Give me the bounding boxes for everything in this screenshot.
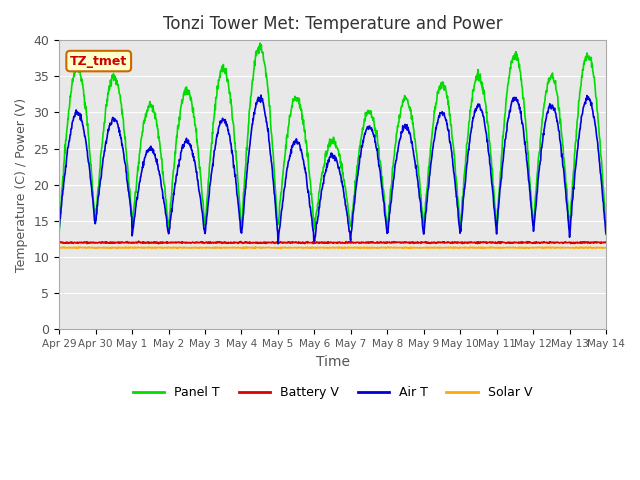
Air T	[164, 225, 172, 231]
X-axis label: Time: Time	[316, 355, 349, 369]
Solar V	[239, 245, 246, 251]
Battery V	[538, 240, 546, 245]
Air T	[602, 231, 610, 237]
Battery V	[490, 240, 497, 245]
Panel T	[238, 221, 246, 227]
Title: Tonzi Tower Met: Temperature and Power: Tonzi Tower Met: Temperature and Power	[163, 15, 502, 33]
Panel T	[177, 105, 184, 111]
Solar V	[122, 244, 129, 250]
Solar V	[602, 245, 610, 251]
Battery V	[178, 240, 186, 246]
Solar V	[538, 245, 546, 251]
Battery V	[55, 240, 63, 245]
Air T	[274, 241, 282, 247]
Battery V	[239, 240, 246, 245]
Panel T	[538, 125, 545, 131]
Panel T	[490, 184, 497, 190]
Solar V	[177, 245, 185, 251]
Solar V	[55, 245, 63, 251]
Air T	[55, 225, 63, 231]
Line: Panel T: Panel T	[59, 43, 606, 233]
Air T	[238, 227, 246, 232]
Battery V	[135, 238, 143, 244]
Air T	[419, 216, 426, 222]
Solar V	[419, 245, 426, 251]
Line: Battery V: Battery V	[59, 241, 606, 244]
Panel T	[164, 218, 172, 224]
Solar V	[490, 244, 497, 250]
Panel T	[602, 226, 610, 232]
Panel T	[55, 230, 63, 236]
Line: Solar V: Solar V	[59, 247, 606, 248]
Battery V	[602, 240, 610, 245]
Panel T	[418, 205, 426, 211]
Legend: Panel T, Battery V, Air T, Solar V: Panel T, Battery V, Air T, Solar V	[128, 381, 537, 404]
Y-axis label: Temperature (C) / Power (V): Temperature (C) / Power (V)	[15, 97, 28, 272]
Line: Air T: Air T	[59, 95, 606, 244]
Air T	[538, 144, 546, 150]
Air T	[490, 199, 497, 205]
Battery V	[419, 240, 426, 245]
Air T	[177, 150, 184, 156]
Solar V	[277, 245, 285, 251]
Air T	[257, 92, 265, 98]
Panel T	[257, 40, 264, 46]
Battery V	[155, 241, 163, 247]
Solar V	[164, 245, 172, 251]
Battery V	[164, 240, 172, 245]
Text: TZ_tmet: TZ_tmet	[70, 55, 127, 68]
